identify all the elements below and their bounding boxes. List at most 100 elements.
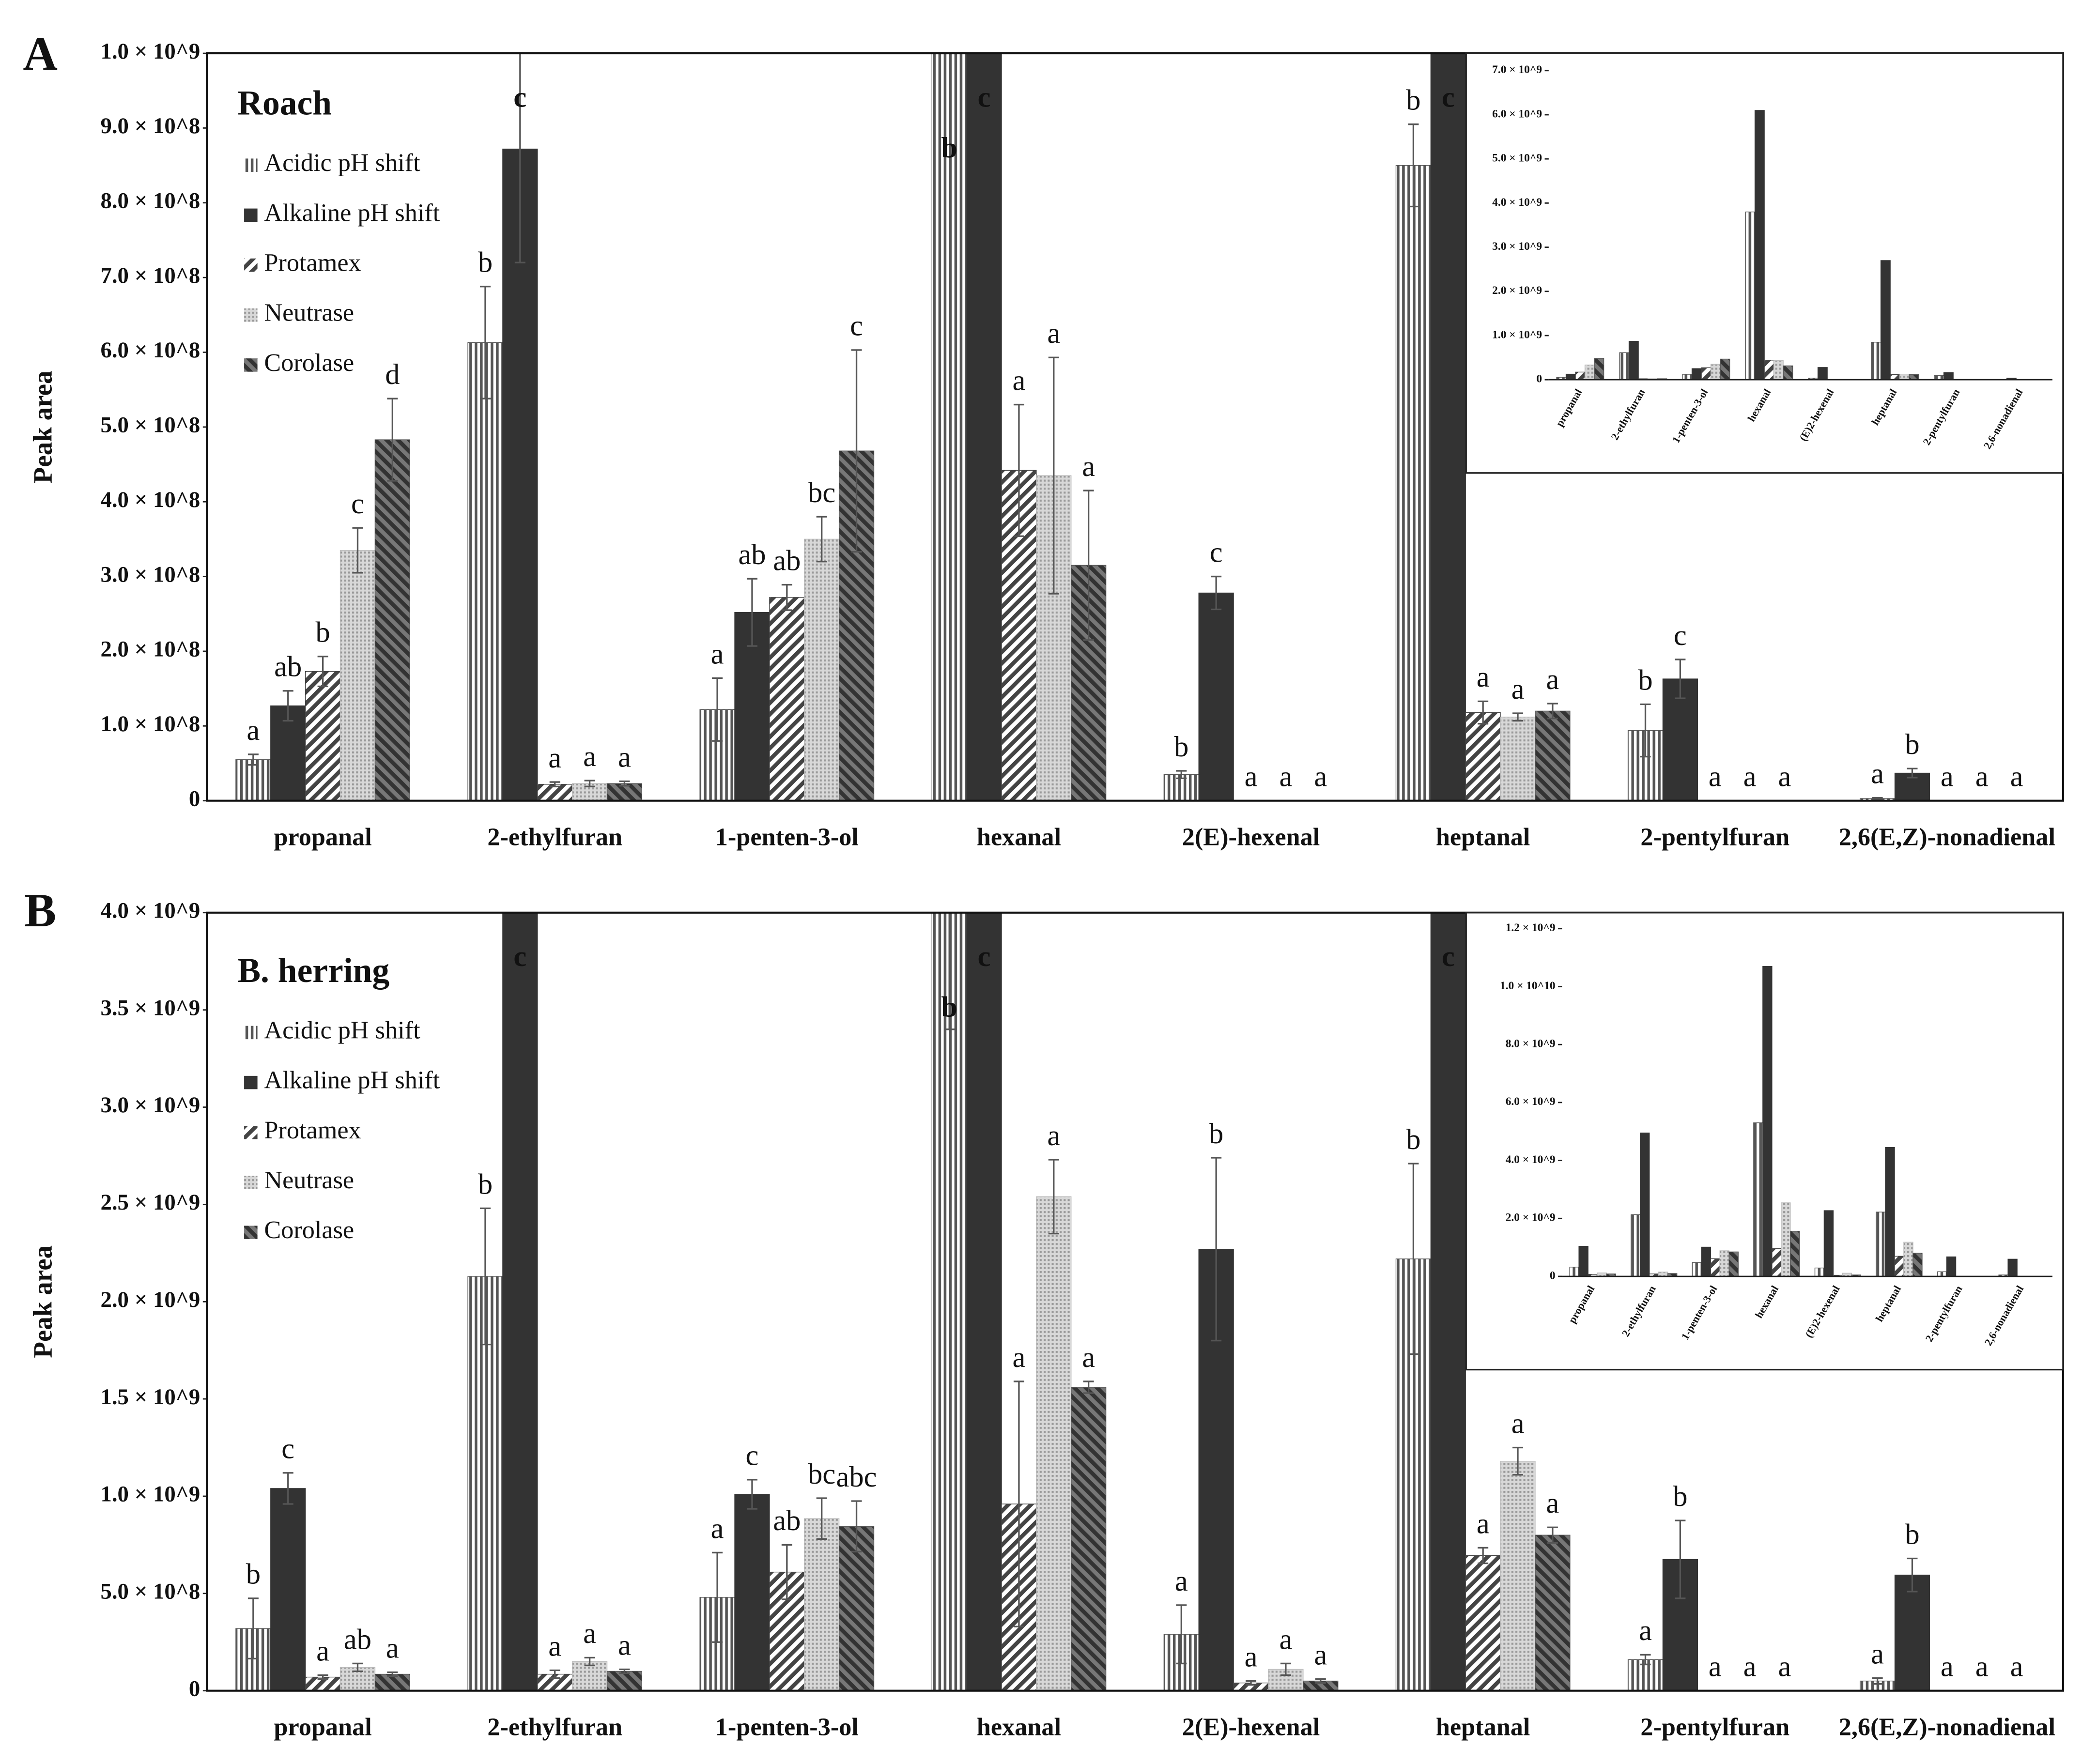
x-tick-label: 1-penten-3-ol [715, 823, 859, 851]
bar [1754, 110, 1765, 380]
bar [1903, 1242, 1913, 1276]
significance-label: c [351, 488, 364, 520]
error-bar [1547, 1526, 1558, 1544]
significance-label: a [1778, 761, 1791, 793]
legend-label: Neutrase [264, 299, 354, 327]
bar [1790, 1230, 1800, 1276]
error-bar [1211, 1157, 1222, 1342]
significance-label: b [1905, 1518, 1919, 1550]
bar [1745, 211, 1756, 380]
significance-label: a [1082, 1341, 1095, 1374]
x-tick-label: 2(E)-hexenal [1182, 1713, 1320, 1741]
y-tick-label: 9.0 × 10^8 [100, 113, 200, 138]
significance-label: c [513, 940, 526, 973]
x-tick-label: 2-ethylfuran [487, 823, 622, 851]
significance-label: b [246, 1558, 261, 1591]
y-tick-label: 1.2 × 10^9 [1506, 921, 1556, 934]
error-bar [746, 578, 757, 647]
significance-label: a [1941, 761, 1954, 793]
y-tick-label: 0 [1536, 373, 1542, 385]
error-bar [1675, 659, 1686, 699]
x-tick-label: heptanal [1436, 823, 1530, 851]
error-bar [514, 53, 525, 263]
y-tick-label: 0 [189, 786, 200, 811]
significance-label: a [1012, 1341, 1025, 1374]
y-axis-label: Peak area [28, 370, 58, 483]
legend-label: Corolase [264, 349, 354, 377]
y-tick-label: 0 [1550, 1269, 1556, 1282]
error-bar [352, 527, 363, 574]
y-tick-label: 1.5 × 10^9 [100, 1384, 200, 1410]
bar [1198, 592, 1234, 801]
chart: 0 1.0 × 10^9 2.0 × 10^9 3.0 × 10^9 4.0 × 10^… [1465, 52, 2064, 474]
significance-label: b [941, 991, 957, 1024]
bar [1619, 352, 1630, 380]
significance-label: a [583, 1617, 596, 1650]
significance-label: c [281, 1433, 294, 1465]
significance-label: a [1047, 1120, 1060, 1152]
bar [1584, 364, 1595, 380]
y-tick-label: 5.0 × 10^8 [100, 413, 200, 438]
error-bar [1408, 1163, 1419, 1355]
significance-label: a [1546, 1487, 1559, 1519]
bar [1071, 565, 1107, 801]
error-bar [1907, 1557, 1918, 1593]
error-bar [247, 1597, 259, 1660]
bar [1946, 1256, 1957, 1276]
y-tick-label: 6.0 × 10^9 [1492, 107, 1542, 120]
y-tick-label: 2.0 × 10^9 [100, 1287, 200, 1312]
y-tick-label: 1.0 × 10^9 [1492, 328, 1542, 341]
bar [1628, 340, 1639, 380]
y-tick-label: 0 [189, 1676, 200, 1701]
error-bar [1280, 1662, 1291, 1676]
significance-label: c [978, 81, 991, 113]
x-tick-label: propanal [274, 1713, 371, 1741]
significance-label: a [1871, 757, 1884, 790]
legend-swatch [244, 1126, 258, 1139]
error-bar [781, 1544, 792, 1600]
error-bar [1176, 770, 1187, 780]
y-tick-label: 3.0 × 10^8 [100, 562, 200, 587]
bar [1071, 1387, 1107, 1691]
bar [1814, 1267, 1825, 1276]
y-tick-label: 7.0 × 10^9 [1492, 63, 1542, 76]
bar [966, 53, 1002, 801]
bar [1764, 360, 1774, 380]
bar [374, 439, 410, 801]
bar [1631, 1214, 1641, 1276]
bar [1710, 1258, 1720, 1276]
bar [1535, 710, 1571, 801]
significance-label: a [1314, 761, 1327, 793]
error-bar [619, 1668, 630, 1674]
legend-swatch [244, 258, 258, 272]
significance-label: ab [344, 1623, 371, 1656]
bar [1885, 1147, 1895, 1276]
legend-swatch [244, 1075, 258, 1089]
legend-swatch [244, 1026, 258, 1040]
bar [1662, 678, 1698, 801]
y-tick-label: 8.0 × 10^8 [100, 188, 200, 214]
x-tick-label: 2(E)-hexenal [1182, 823, 1320, 851]
significance-label: ab [773, 1504, 801, 1537]
legend-label: Protamex [264, 1116, 361, 1144]
bar [966, 912, 1002, 1691]
bar [1720, 358, 1730, 380]
y-tick-label: 6.0 × 10^9 [1506, 1095, 1556, 1108]
bar [270, 705, 306, 801]
legend-title: Roach [237, 84, 332, 123]
error-bar [816, 1497, 827, 1540]
bar [1943, 372, 1954, 380]
y-tick-label: 3.5 × 10^9 [100, 995, 200, 1020]
error-bar [387, 1671, 398, 1677]
error-bar [1872, 1677, 1883, 1685]
bar [838, 1526, 875, 1691]
error-bar [352, 1662, 363, 1672]
legend-swatch [244, 208, 258, 222]
y-tick-label: 4.0 × 10^9 [100, 898, 200, 923]
significance-label: bc [808, 1458, 835, 1490]
x-tick-label: heptanal [1436, 1713, 1530, 1741]
error-bar [1013, 1381, 1024, 1627]
error-bar [781, 583, 792, 611]
plot-area [235, 912, 2022, 1691]
bar [1691, 368, 1702, 380]
